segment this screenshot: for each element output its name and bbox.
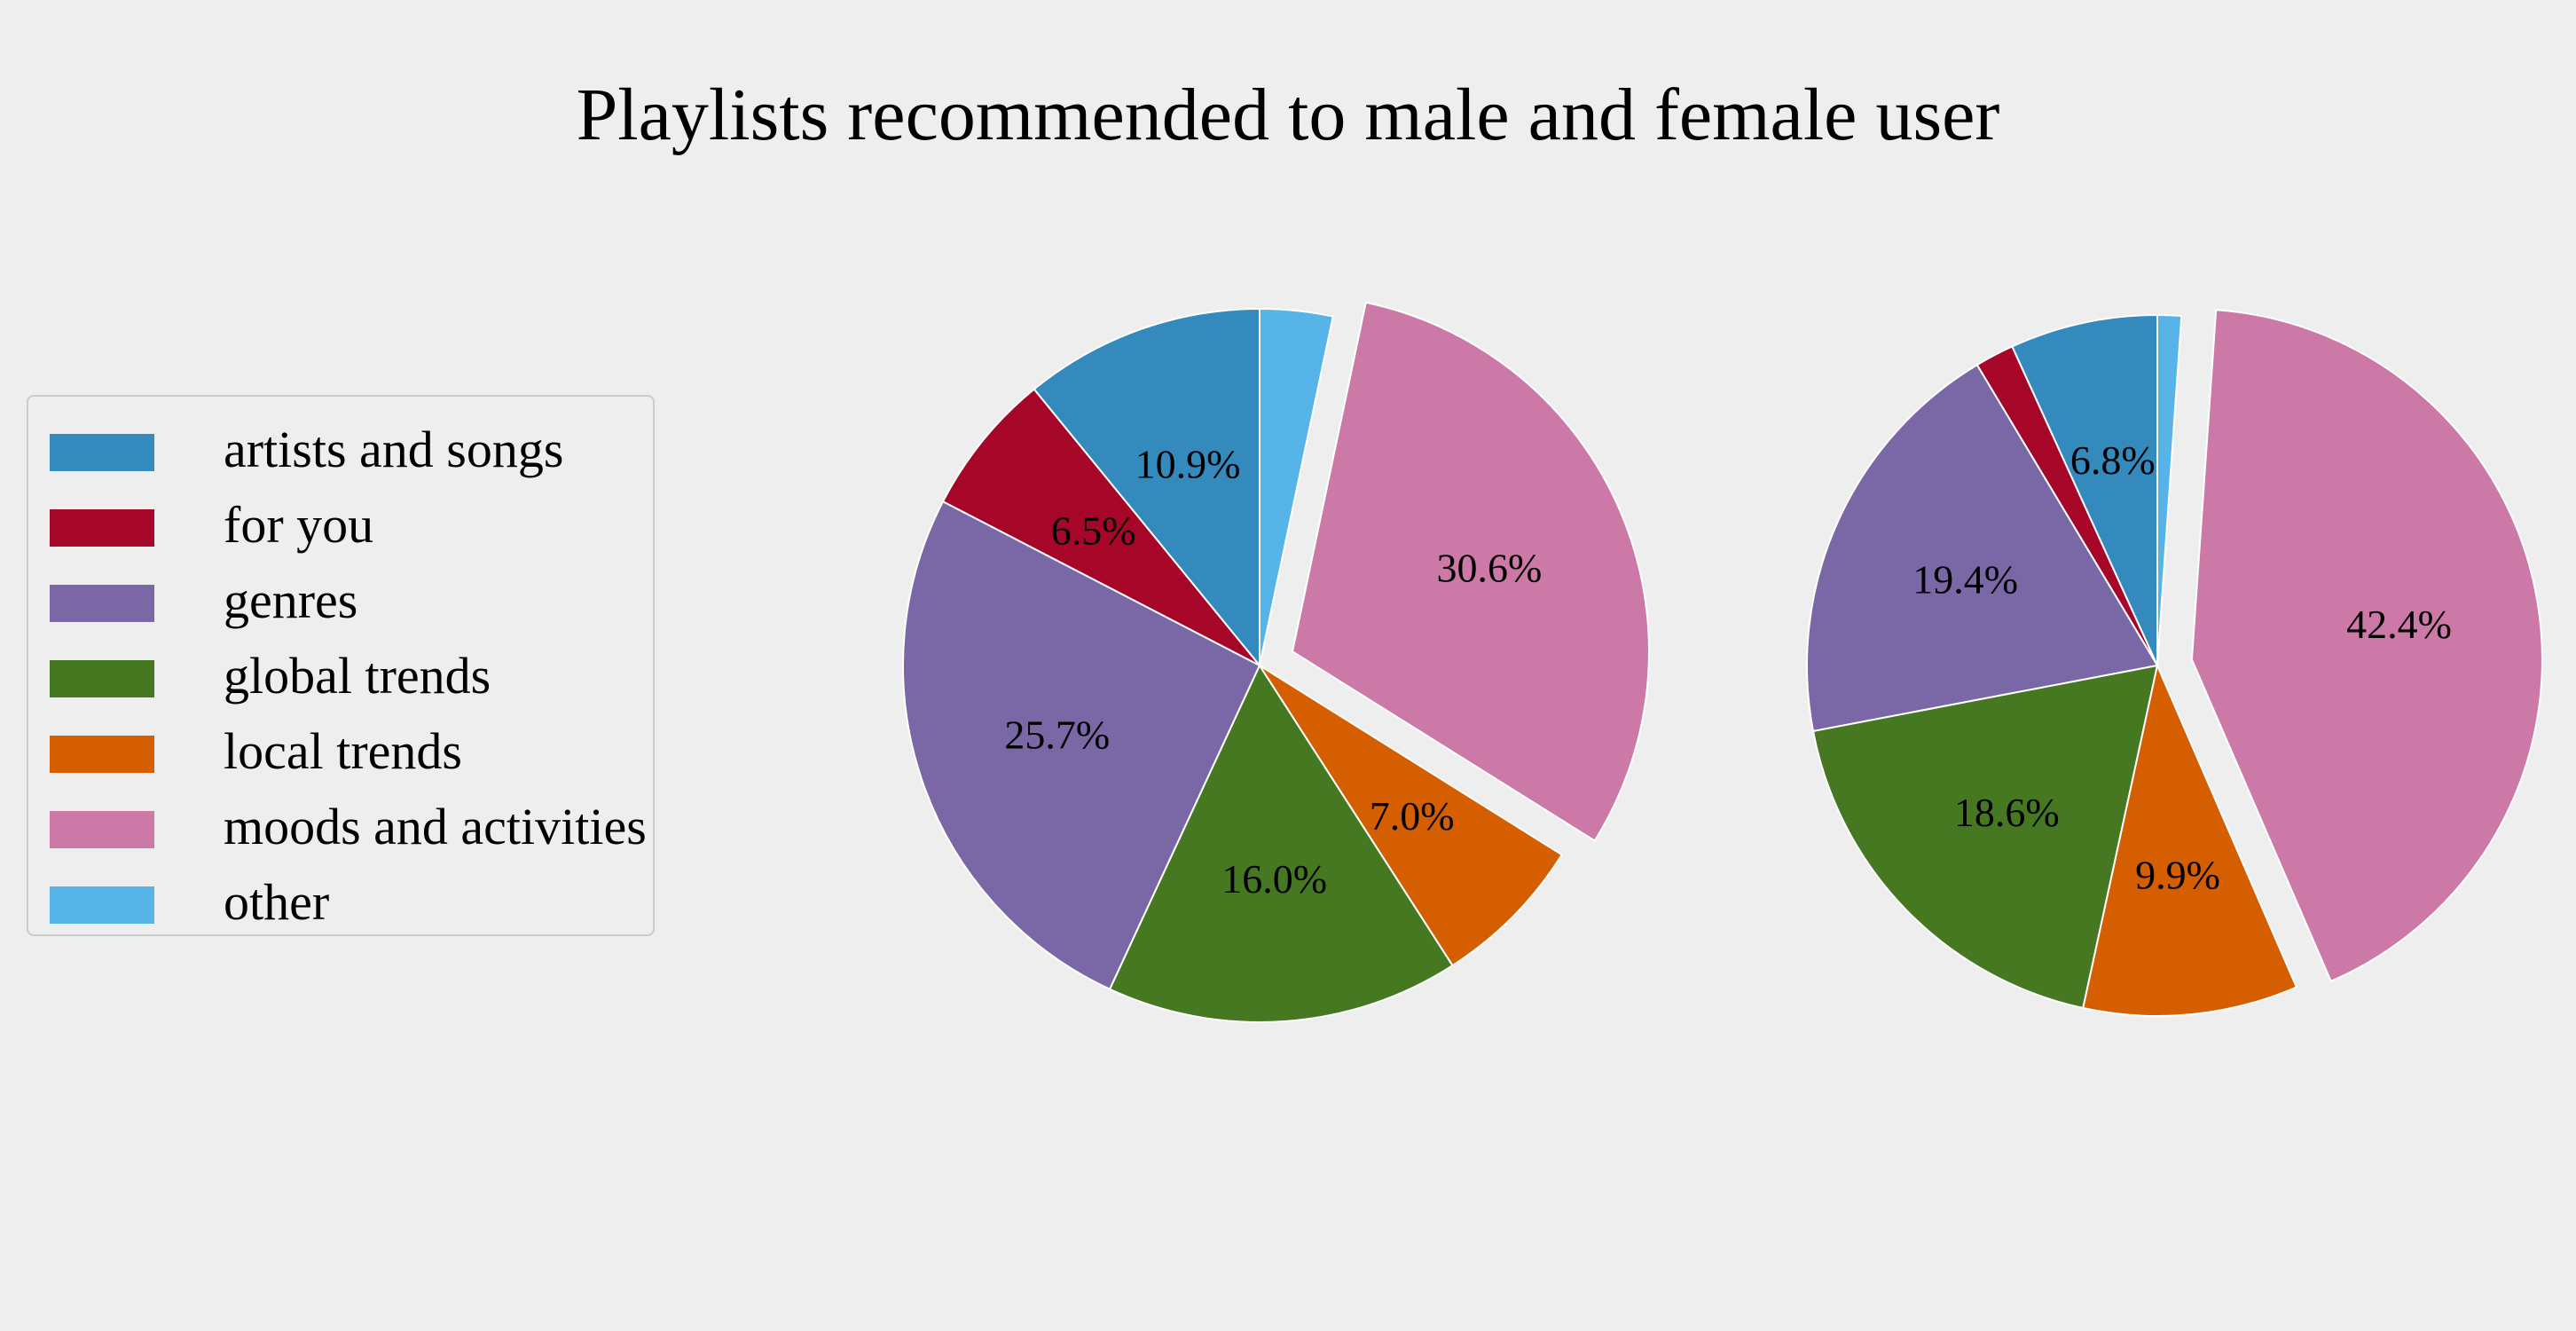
legend-swatch: [50, 509, 154, 547]
legend-label: moods and activities: [224, 798, 647, 855]
legend-swatch: [50, 585, 154, 622]
pie-slice-local-trends: [2082, 662, 2298, 1017]
legend-swatch: [50, 660, 154, 697]
pie-slice-local-trends: [1259, 665, 1564, 967]
pie-slice-genres: [902, 500, 1261, 991]
slice-label-genres: 19.4%: [1912, 557, 2018, 602]
pie-1: 10.9% 6.5% 25.7% 16.0% 7.0% 30.6%: [902, 301, 1650, 1023]
pie-slice-other: [2156, 313, 2183, 666]
legend: artists and songs for you genres global …: [27, 395, 655, 936]
legend-item-moods-and-activities: moods and activities: [50, 792, 647, 862]
legend-swatch: [50, 811, 154, 848]
slice-label-genres: 25.7%: [1004, 713, 1110, 758]
slice-label-moods-and-activities: 30.6%: [1437, 545, 1543, 590]
slice-label-artists-and-songs: 6.8%: [2070, 437, 2156, 483]
legend-label: artists and songs: [224, 421, 564, 478]
legend-label: for you: [224, 496, 374, 554]
legend-item-artists-and-songs: artists and songs: [50, 414, 635, 485]
pie-slice-for-you: [941, 388, 1261, 666]
pie-slice-moods-and-activities: [1291, 301, 1650, 842]
slice-label-global-trends: 18.6%: [1954, 790, 2060, 835]
legend-swatch: [50, 434, 154, 471]
legend-item-other: other: [50, 867, 635, 938]
legend-label: global trends: [224, 647, 491, 705]
pie-slice-moods-and-activities: [2190, 309, 2543, 983]
legend-item-local-trends: local trends: [50, 716, 635, 787]
slice-label-local-trends: 7.0%: [1370, 793, 1455, 839]
slice-label-for-you: 6.5%: [1051, 508, 1136, 554]
slice-label-moods-and-activities: 42.4%: [2346, 602, 2452, 647]
legend-item-genres: genres: [50, 565, 635, 636]
legend-label: genres: [224, 571, 358, 629]
legend-label: other: [224, 873, 330, 931]
pie-slice-global-trends: [1811, 664, 2159, 1010]
pie-slice-genres: [1806, 363, 2159, 733]
legend-swatch: [50, 736, 154, 773]
pie-slice-artists-and-songs: [1033, 307, 1261, 668]
pie-2: 6.8% 19.4% 18.6% 9.9% 42.4%: [1806, 309, 2543, 1017]
pie-slice-artists-and-songs: [2010, 313, 2158, 666]
slice-label-global-trends: 16.0%: [1221, 856, 1327, 902]
legend-item-for-you: for you: [50, 490, 635, 561]
slice-label-artists-and-songs: 10.9%: [1135, 441, 1241, 486]
pie-slice-global-trends: [1108, 663, 1454, 1023]
slice-label-local-trends: 9.9%: [2135, 852, 2220, 897]
legend-swatch: [50, 886, 154, 924]
legend-label: local trends: [224, 722, 462, 780]
chart-title: Playlists recommended to male and female…: [576, 74, 2000, 156]
pie-slice-other: [1259, 307, 1334, 666]
legend-item-global-trends: global trends: [50, 641, 635, 712]
